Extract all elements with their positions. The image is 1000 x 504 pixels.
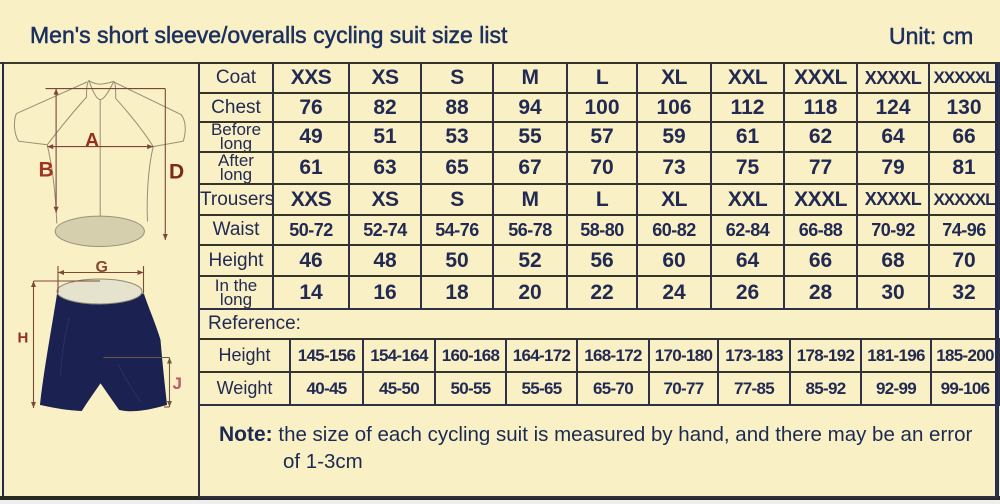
svg-text:J: J (173, 374, 182, 393)
svg-text:B: B (39, 159, 54, 182)
svg-text:D: D (169, 161, 184, 184)
svg-text:G: G (96, 259, 108, 276)
svg-text:H: H (18, 330, 29, 347)
svg-text:A: A (85, 129, 99, 151)
